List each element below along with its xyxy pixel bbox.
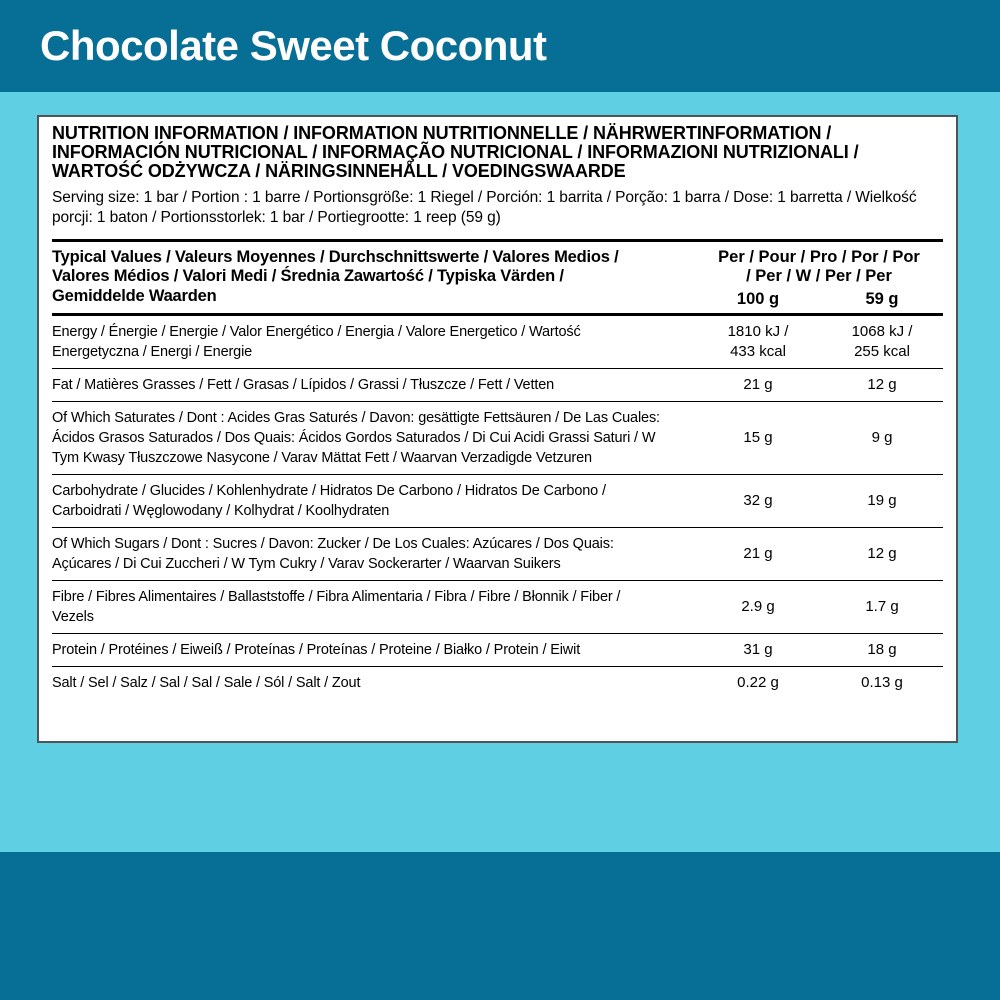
nutrition-table: Typical Values / Valeurs Moyennes / Durc… [52, 238, 943, 697]
content-area: NUTRITION INFORMATION / INFORMATION NUTR… [0, 92, 1000, 852]
nutrient-row-protein: Protein / Protéines / Eiweiß / Proteínas… [52, 634, 943, 667]
nutrient-label: Fibre / Fibres Alimentaires / Ballaststo… [52, 588, 621, 625]
value-per-100g: 31 g [743, 641, 773, 659]
value-per-100g: 0.22 g [737, 674, 779, 692]
nutrient-row-fibre: Fibre / Fibres Alimentaires / Ballaststo… [52, 581, 943, 634]
serving-size-text: Serving size: 1 bar / Portion : 1 barre … [52, 188, 917, 226]
nutrient-row-carbohydrate: Carbohydrate / Glucides / Kohlenhydrate … [52, 475, 943, 528]
per-header-label: Per / Pour / Pro / Por / Por / Per / W /… [718, 247, 920, 286]
value-per-59g: 12 g [867, 545, 897, 563]
nutrient-label: Protein / Protéines / Eiweiß / Proteínas… [52, 641, 581, 658]
value-per-59g: 19 g [867, 492, 897, 510]
nutrient-label: Of Which Sugars / Dont : Sucres / Davon:… [52, 535, 614, 572]
product-title-bar: Chocolate Sweet Coconut [0, 0, 1000, 92]
typical-values-header: Typical Values / Valeurs Moyennes / Durc… [52, 247, 619, 305]
unit-row: 100 g 59 g [695, 290, 943, 309]
nutrition-panel: NUTRITION INFORMATION / INFORMATION NUTR… [37, 115, 958, 743]
value-per-100g: 2.9 g [741, 598, 775, 616]
value-per-59g: 0.13 g [861, 674, 903, 692]
value-per-100g: 21 g [743, 545, 773, 563]
value-per-59g: 18 g [867, 641, 897, 659]
table-header-row: Typical Values / Valeurs Moyennes / Durc… [52, 242, 943, 316]
value-per-59g: 12 g [867, 376, 897, 394]
value-per-100g: 15 g [743, 429, 773, 447]
value-per-100g: 21 g [743, 376, 773, 394]
product-title: Chocolate Sweet Coconut [40, 22, 547, 69]
value-per-59g: 1.7 g [865, 598, 899, 616]
nutrient-row-energy: Energy / Énergie / Energie / Valor Energ… [52, 316, 943, 369]
per-columns-header: Per / Pour / Pro / Por / Por / Per / W /… [695, 248, 943, 309]
unit-per-100g: 100 g [736, 289, 780, 308]
nutrient-row-sugars: Of Which Sugars / Dont : Sucres / Davon:… [52, 528, 943, 581]
value-per-59g: 1068 kJ / 255 kcal [851, 323, 913, 360]
nutrient-label: Of Which Saturates / Dont : Acides Gras … [52, 409, 660, 466]
nutrient-label: Fat / Matières Grasses / Fett / Grasas /… [52, 376, 555, 393]
value-per-100g: 32 g [743, 492, 773, 510]
unit-per-59g: 59 g [865, 289, 899, 308]
nutrient-label: Energy / Énergie / Energie / Valor Energ… [52, 323, 581, 360]
nutrient-row-fat: Fat / Matières Grasses / Fett / Grasas /… [52, 369, 943, 402]
nutrient-row-saturates: Of Which Saturates / Dont : Acides Gras … [52, 402, 943, 475]
nutrient-row-salt: Salt / Sel / Salz / Sal / Sal / Sale / S… [52, 667, 943, 697]
nutrient-label: Salt / Sel / Salz / Sal / Sal / Sale / S… [52, 674, 361, 691]
footer-band [0, 852, 1000, 1000]
nutrition-heading: NUTRITION INFORMATION / INFORMATION NUTR… [52, 123, 859, 181]
value-per-100g: 1810 kJ / 433 kcal [727, 323, 789, 360]
nutrient-label: Carbohydrate / Glucides / Kohlenhydrate … [52, 482, 606, 519]
value-per-59g: 9 g [871, 429, 893, 447]
